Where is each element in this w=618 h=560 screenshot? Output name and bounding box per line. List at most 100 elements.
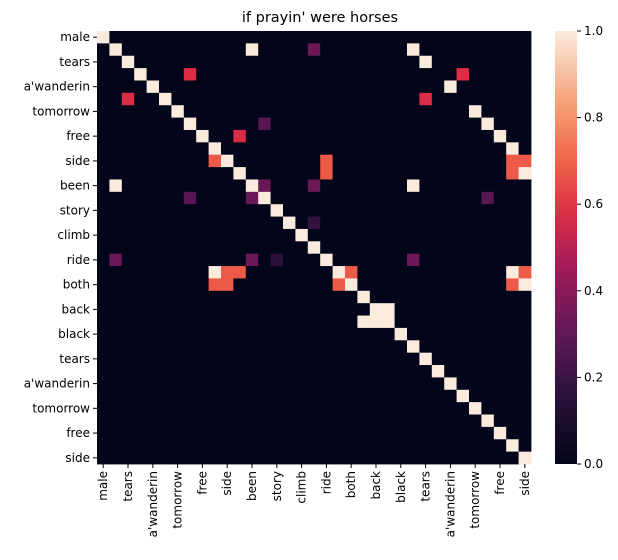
heatmap-cell: [332, 191, 346, 205]
heatmap-cell: [171, 327, 185, 341]
y-tick-label: tears: [59, 352, 90, 366]
heatmap-cell: [419, 43, 433, 57]
heatmap-cell: [394, 179, 408, 193]
heatmap-cell: [233, 204, 247, 217]
heatmap-cell: [493, 389, 507, 403]
heatmap-cell: [469, 327, 482, 341]
heatmap-cell: [159, 426, 172, 440]
heatmap-cell: [320, 402, 333, 415]
heatmap-cell: [196, 241, 209, 255]
heatmap-cell: [171, 266, 185, 279]
heatmap-cell: [258, 80, 271, 94]
heatmap-cell: [121, 241, 135, 255]
heatmap-cell: [146, 191, 160, 205]
heatmap-cell: [345, 43, 358, 57]
heatmap-cell: [121, 266, 135, 279]
colorbar-tick-label: 1.0: [584, 24, 603, 38]
heatmap-cell: [159, 253, 172, 267]
heatmap-cell: [171, 117, 185, 131]
heatmap-cell: [270, 402, 284, 415]
heatmap-cell: [444, 129, 457, 143]
heatmap-cell: [258, 43, 271, 57]
heatmap-cell: [233, 167, 247, 180]
heatmap-cell: [258, 377, 271, 391]
heatmap-cell: [481, 142, 495, 156]
heatmap-cell: [146, 228, 160, 242]
heatmap-cell: [97, 129, 110, 143]
heatmap-cell: [469, 315, 482, 329]
heatmap-cell: [208, 241, 222, 255]
heatmap-cell: [357, 352, 371, 366]
heatmap-cell: [419, 105, 433, 118]
heatmap-cell: [469, 92, 482, 106]
heatmap-cell: [518, 191, 532, 205]
heatmap-cell: [506, 167, 519, 180]
heatmap-cell: [320, 43, 333, 57]
heatmap-cell: [444, 117, 457, 131]
heatmap-cell: [233, 129, 247, 143]
heatmap-cell: [295, 352, 309, 366]
heatmap-cell: [245, 303, 259, 316]
x-tick-label: male: [96, 471, 110, 501]
heatmap-cell: [382, 253, 395, 267]
heatmap-cell: [506, 290, 519, 304]
colorbar-tick-label: 0.4: [584, 284, 603, 298]
heatmap-cell: [456, 352, 470, 366]
heatmap-cell: [283, 167, 296, 180]
heatmap-cell: [171, 241, 185, 255]
heatmap-cell: [407, 340, 420, 354]
heatmap-cell: [97, 167, 110, 180]
heatmap-cell: [332, 389, 346, 403]
heatmap-cell: [407, 31, 420, 44]
heatmap-cell: [283, 80, 296, 94]
heatmap-cell: [369, 451, 383, 465]
heatmap-cell: [295, 439, 309, 453]
heatmap-cell: [196, 253, 209, 267]
heatmap-cell: [518, 142, 532, 156]
heatmap-cell: [183, 439, 197, 453]
heatmap-cell: [469, 303, 482, 316]
heatmap-cell: [109, 266, 123, 279]
heatmap-cell: [109, 43, 123, 57]
heatmap-cell: [419, 315, 433, 329]
heatmap-cell: [332, 253, 346, 267]
heatmap-cell: [121, 253, 135, 267]
heatmap-cell: [307, 80, 321, 94]
heatmap-cell: [295, 253, 309, 267]
heatmap-cell: [469, 389, 482, 403]
heatmap-cell: [109, 389, 123, 403]
heatmap-cell: [146, 451, 160, 465]
heatmap-cell: [196, 31, 209, 44]
heatmap-cell: [283, 451, 296, 465]
y-tick-label: tears: [59, 55, 90, 69]
heatmap-cell: [134, 253, 147, 267]
heatmap-cell: [493, 68, 507, 81]
heatmap-cell: [295, 290, 309, 304]
heatmap-cell: [382, 216, 395, 230]
heatmap-cell: [109, 315, 123, 329]
heatmap-cell: [208, 216, 222, 230]
heatmap-cell: [171, 340, 185, 354]
heatmap-cell: [270, 68, 284, 81]
heatmap-cell: [183, 179, 197, 193]
heatmap-cell: [171, 426, 185, 440]
heatmap-cell: [369, 377, 383, 391]
heatmap-cell: [245, 402, 259, 415]
heatmap-cell: [345, 402, 358, 415]
heatmap-cell: [332, 303, 346, 316]
heatmap-cell: [407, 43, 420, 57]
heatmap-cell: [208, 278, 222, 292]
heatmap-cell: [407, 167, 420, 180]
heatmap-cell: [456, 55, 470, 69]
heatmap-cell: [295, 451, 309, 465]
heatmap-cell: [332, 426, 346, 440]
heatmap-cell: [146, 204, 160, 217]
heatmap-cell: [332, 31, 346, 44]
heatmap-cell: [121, 315, 135, 329]
heatmap-cell: [295, 266, 309, 279]
heatmap-cell: [208, 43, 222, 57]
heatmap-cell: [345, 129, 358, 143]
heatmap-cell: [208, 167, 222, 180]
heatmap-cell: [109, 68, 123, 81]
heatmap-cell: [394, 154, 408, 168]
